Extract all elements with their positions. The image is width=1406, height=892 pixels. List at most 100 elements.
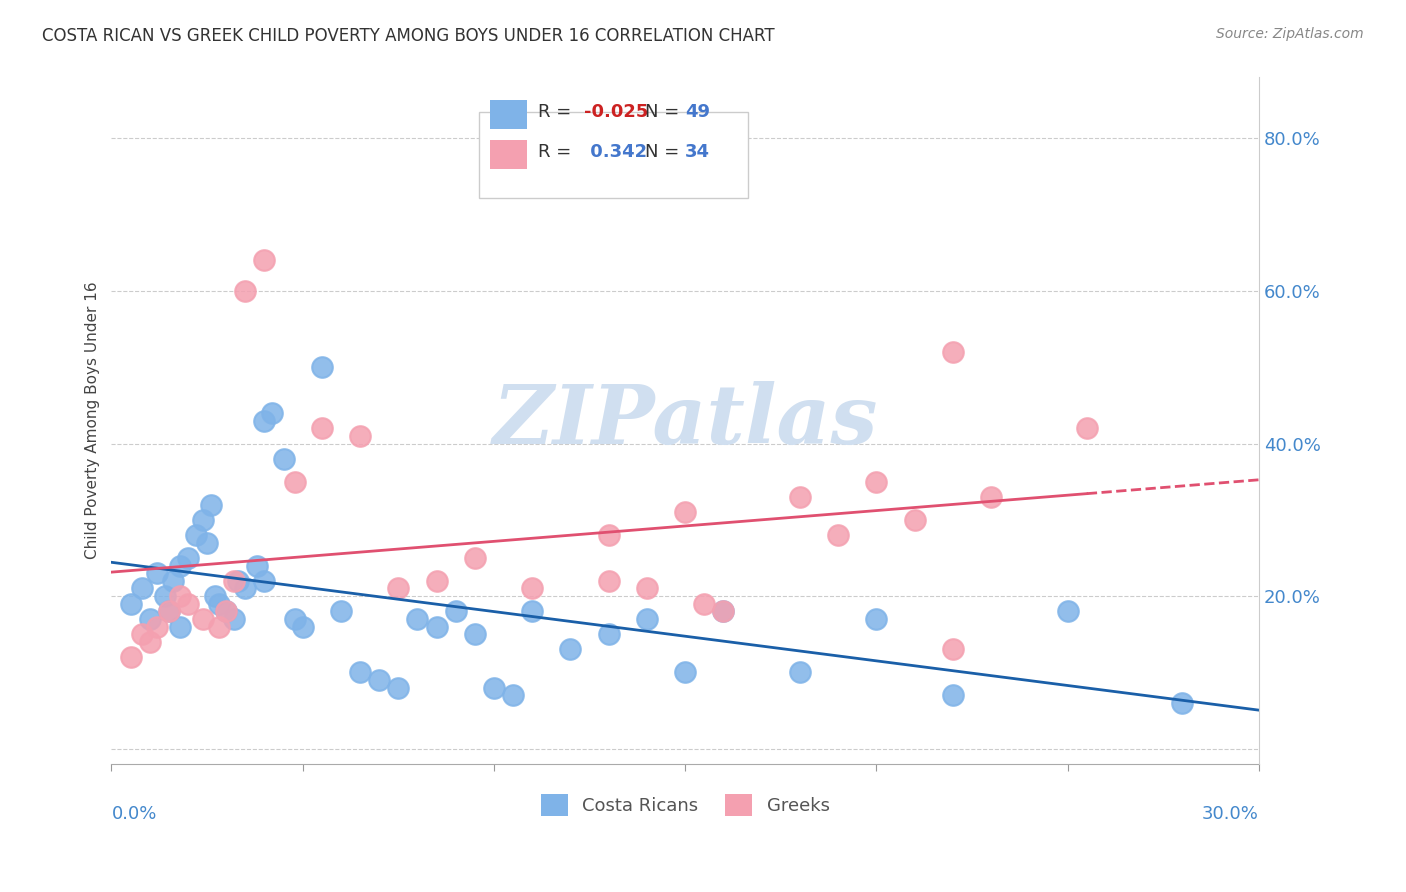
- Point: [195, 535, 218, 549]
- Point: [222, 612, 245, 626]
- Point: [1076, 421, 1098, 435]
- Point: [387, 582, 409, 596]
- Point: [233, 284, 256, 298]
- Point: [233, 582, 256, 596]
- Point: [153, 589, 176, 603]
- Point: [204, 589, 226, 603]
- Point: [693, 597, 716, 611]
- Text: ZIPatlas: ZIPatlas: [492, 381, 877, 460]
- Point: [215, 604, 238, 618]
- Point: [942, 688, 965, 702]
- Point: [120, 650, 142, 665]
- Point: [598, 627, 620, 641]
- Point: [246, 558, 269, 573]
- Point: [138, 635, 160, 649]
- Point: [464, 550, 486, 565]
- Point: [598, 574, 620, 588]
- Text: 0.342: 0.342: [585, 143, 647, 161]
- Point: [865, 475, 887, 489]
- Point: [1171, 696, 1194, 710]
- Point: [1056, 604, 1078, 618]
- Text: 30.0%: 30.0%: [1202, 805, 1258, 823]
- Y-axis label: Child Poverty Among Boys Under 16: Child Poverty Among Boys Under 16: [86, 282, 100, 559]
- Point: [138, 612, 160, 626]
- Point: [368, 673, 391, 687]
- Point: [387, 681, 409, 695]
- Point: [349, 429, 371, 443]
- Point: [222, 574, 245, 588]
- Point: [522, 582, 544, 596]
- Point: [169, 589, 191, 603]
- Point: [349, 665, 371, 680]
- Text: 34: 34: [685, 143, 710, 161]
- Point: [673, 505, 696, 519]
- Point: [184, 528, 207, 542]
- Text: -0.025: -0.025: [585, 103, 648, 120]
- Point: [464, 627, 486, 641]
- Text: N =: N =: [645, 103, 685, 120]
- Point: [207, 597, 229, 611]
- Point: [253, 414, 276, 428]
- Legend: Costa Ricans, Greeks: Costa Ricans, Greeks: [533, 787, 837, 823]
- FancyBboxPatch shape: [491, 100, 527, 129]
- FancyBboxPatch shape: [491, 140, 527, 169]
- Point: [200, 498, 222, 512]
- Point: [904, 513, 927, 527]
- Point: [162, 574, 184, 588]
- Point: [598, 528, 620, 542]
- Text: R =: R =: [538, 143, 578, 161]
- Point: [311, 421, 333, 435]
- Point: [193, 513, 215, 527]
- Point: [444, 604, 467, 618]
- Point: [827, 528, 849, 542]
- Point: [329, 604, 352, 618]
- Point: [169, 619, 191, 633]
- Point: [291, 619, 314, 633]
- Point: [146, 566, 169, 581]
- Point: [942, 345, 965, 359]
- Point: [193, 612, 215, 626]
- Point: [522, 604, 544, 618]
- Point: [131, 627, 153, 641]
- Point: [146, 619, 169, 633]
- Point: [980, 490, 1002, 504]
- Point: [253, 253, 276, 268]
- Point: [131, 582, 153, 596]
- Point: [406, 612, 429, 626]
- Point: [865, 612, 887, 626]
- Text: N =: N =: [645, 143, 685, 161]
- Point: [789, 665, 811, 680]
- Point: [425, 619, 447, 633]
- Point: [713, 604, 735, 618]
- Text: R =: R =: [538, 103, 578, 120]
- Point: [226, 574, 249, 588]
- Point: [177, 597, 200, 611]
- Point: [284, 612, 307, 626]
- FancyBboxPatch shape: [478, 112, 748, 197]
- Point: [157, 604, 180, 618]
- Point: [789, 490, 811, 504]
- Point: [177, 550, 200, 565]
- Point: [311, 360, 333, 375]
- Point: [273, 451, 295, 466]
- Point: [713, 604, 735, 618]
- Text: 0.0%: 0.0%: [111, 805, 157, 823]
- Point: [120, 597, 142, 611]
- Point: [636, 582, 658, 596]
- Point: [560, 642, 582, 657]
- Text: Source: ZipAtlas.com: Source: ZipAtlas.com: [1216, 27, 1364, 41]
- Point: [425, 574, 447, 588]
- Point: [636, 612, 658, 626]
- Point: [253, 574, 276, 588]
- Point: [157, 604, 180, 618]
- Point: [207, 619, 229, 633]
- Text: COSTA RICAN VS GREEK CHILD POVERTY AMONG BOYS UNDER 16 CORRELATION CHART: COSTA RICAN VS GREEK CHILD POVERTY AMONG…: [42, 27, 775, 45]
- Point: [673, 665, 696, 680]
- Point: [942, 642, 965, 657]
- Point: [169, 558, 191, 573]
- Point: [482, 681, 505, 695]
- Text: 49: 49: [685, 103, 710, 120]
- Point: [502, 688, 524, 702]
- Point: [215, 604, 238, 618]
- Point: [284, 475, 307, 489]
